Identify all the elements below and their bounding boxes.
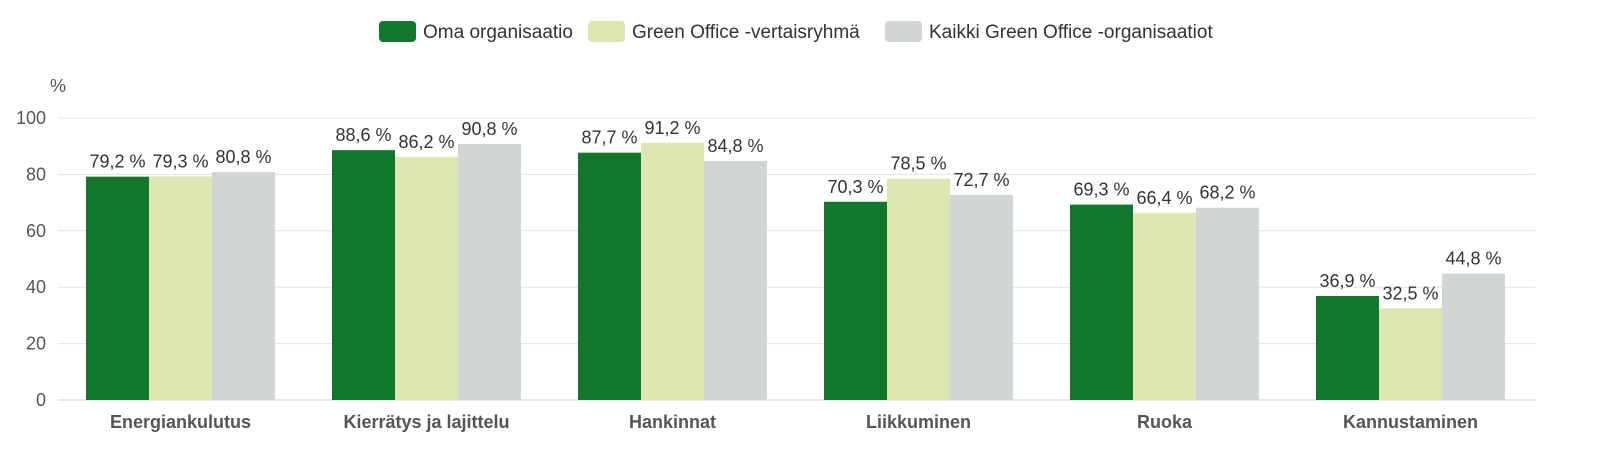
legend-label-1: Oma organisaatio — [423, 22, 573, 43]
y-axis-unit-label: % — [50, 76, 66, 96]
value-label-4-2: 78,5 % — [890, 154, 946, 174]
bar-4-1 — [824, 201, 887, 400]
bar-2-3 — [458, 143, 521, 400]
bar-1-2 — [149, 176, 212, 400]
y-tick-label-0: 0 — [36, 390, 46, 410]
value-label-5-3: 68,2 % — [1199, 183, 1255, 203]
value-label-4-1: 70,3 % — [827, 177, 883, 197]
y-tick-label-100: 100 — [16, 108, 46, 128]
bar-5-3 — [1196, 207, 1259, 400]
bar-4-3 — [950, 194, 1013, 400]
y-tick-label-60: 60 — [26, 221, 46, 241]
value-label-6-3: 44,8 % — [1445, 249, 1501, 269]
legend-label-2: Green Office -vertaisryhmä — [632, 22, 860, 43]
value-label-6-1: 36,9 % — [1319, 271, 1375, 291]
value-labels: 79,2 % 79,3 % 80,8 % 88,6 % 86,2 % 90,8 % 87,7… — [89, 118, 1501, 304]
legend: Oma organisaatio Green Office -vertaisryh… — [379, 21, 1213, 43]
category-label-2: Kierrätys ja lajittelu — [343, 412, 509, 432]
gridlines — [58, 117, 1535, 401]
category-label-5: Ruoka — [1137, 412, 1193, 432]
bar-3-3 — [704, 160, 767, 400]
value-label-2-1: 88,6 % — [335, 125, 391, 145]
category-label-3: Hankinnat — [629, 412, 716, 432]
category-label-1: Energiankulutus — [110, 412, 251, 432]
bar-5-2 — [1133, 212, 1196, 400]
legend-swatch-2 — [588, 21, 625, 42]
category-label-4: Liikkuminen — [866, 412, 971, 432]
value-label-4-3: 72,7 % — [953, 170, 1009, 190]
value-label-5-1: 69,3 % — [1073, 180, 1129, 200]
y-tick-label-40: 40 — [26, 277, 46, 297]
value-label-2-3: 90,8 % — [461, 119, 517, 139]
bar-3-2 — [641, 142, 704, 401]
value-label-1-1: 79,2 % — [89, 152, 145, 172]
bar-3-1 — [578, 152, 641, 400]
y-axis-ticks: 0 20 40 60 80 100 — [16, 108, 46, 410]
value-label-3-1: 87,7 % — [581, 128, 637, 148]
legend-swatch-3 — [885, 21, 922, 42]
value-label-1-3: 80,8 % — [215, 147, 271, 167]
bar-5-1 — [1070, 204, 1133, 400]
legend-swatch-1 — [379, 21, 416, 42]
value-label-3-3: 84,8 % — [707, 136, 763, 156]
bar-1-3 — [212, 172, 275, 400]
y-tick-label-20: 20 — [26, 334, 46, 354]
category-label-6: Kannustaminen — [1343, 412, 1478, 432]
value-label-2-2: 86,2 % — [398, 132, 454, 152]
bar-6-2 — [1379, 308, 1442, 400]
bar-1-1 — [86, 176, 149, 400]
bar-2-2 — [395, 156, 458, 400]
value-label-1-2: 79,3 % — [152, 151, 208, 171]
value-label-3-2: 91,2 % — [644, 118, 700, 138]
bar-4-2 — [887, 178, 950, 400]
y-tick-label-80: 80 — [26, 164, 46, 184]
bar-2-1 — [332, 150, 395, 400]
value-label-6-2: 32,5 % — [1382, 283, 1438, 303]
bars — [86, 142, 1505, 401]
value-label-5-2: 66,4 % — [1136, 188, 1192, 208]
bar-6-1 — [1316, 295, 1379, 400]
legend-label-3: Kaikki Green Office -organisaatiot — [929, 22, 1213, 43]
bar-6-3 — [1442, 273, 1505, 400]
x-axis-categories: Energiankulutus Kierrätys ja lajittelu Han… — [110, 412, 1478, 432]
